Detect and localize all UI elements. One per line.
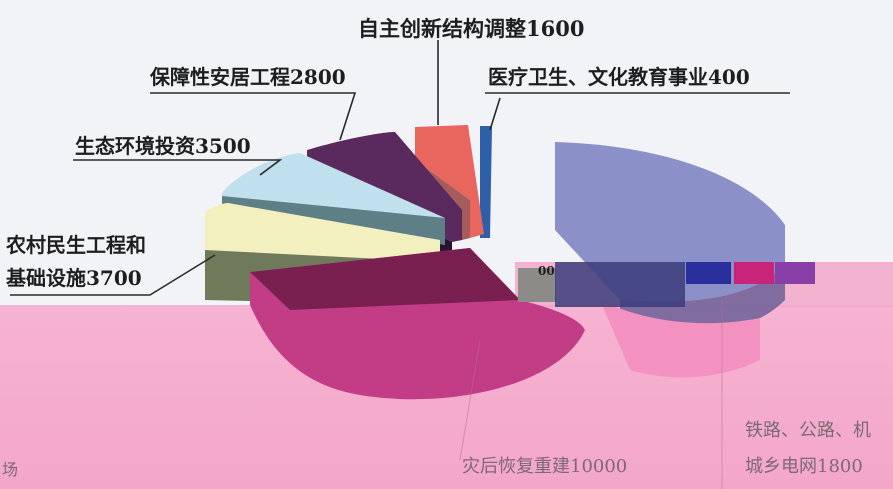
label-rail-1: 铁路、公路、机 [745, 420, 871, 441]
label-left-cut: 场 [2, 460, 18, 479]
label-housing: 保障性安居工程2800 [149, 65, 346, 89]
slice-rail-bottom [600, 300, 760, 378]
slice-health [480, 126, 492, 238]
glitch-block-3 [775, 262, 815, 284]
label-disaster: 灾后恢复重建10000 [462, 456, 627, 477]
slice-rail-side [620, 265, 785, 337]
glitch-strip [555, 262, 685, 307]
label-small-mark: 00 [538, 264, 555, 278]
label-rural-2: 基础设施3700 [6, 266, 142, 290]
glitch-block-2 [734, 262, 774, 284]
small-gray-slice [518, 268, 556, 302]
slice-rural [205, 203, 440, 262]
label-eco: 生态环境投资3500 [75, 134, 251, 158]
glitch-block-1 [686, 262, 731, 284]
pink-guides [459, 300, 723, 489]
label-rail-2: 城乡电网1800 [745, 456, 863, 477]
slice-disaster-top [250, 248, 520, 310]
slice-rail [555, 142, 785, 302]
label-innovation: 自主创新结构调整1600 [358, 16, 584, 41]
label-rural-1: 农村民生工程和 [5, 233, 146, 257]
slice-innovation [415, 125, 484, 238]
leader-lines [10, 40, 790, 296]
label-health: 医疗卫生、文化教育事业400 [488, 65, 750, 89]
